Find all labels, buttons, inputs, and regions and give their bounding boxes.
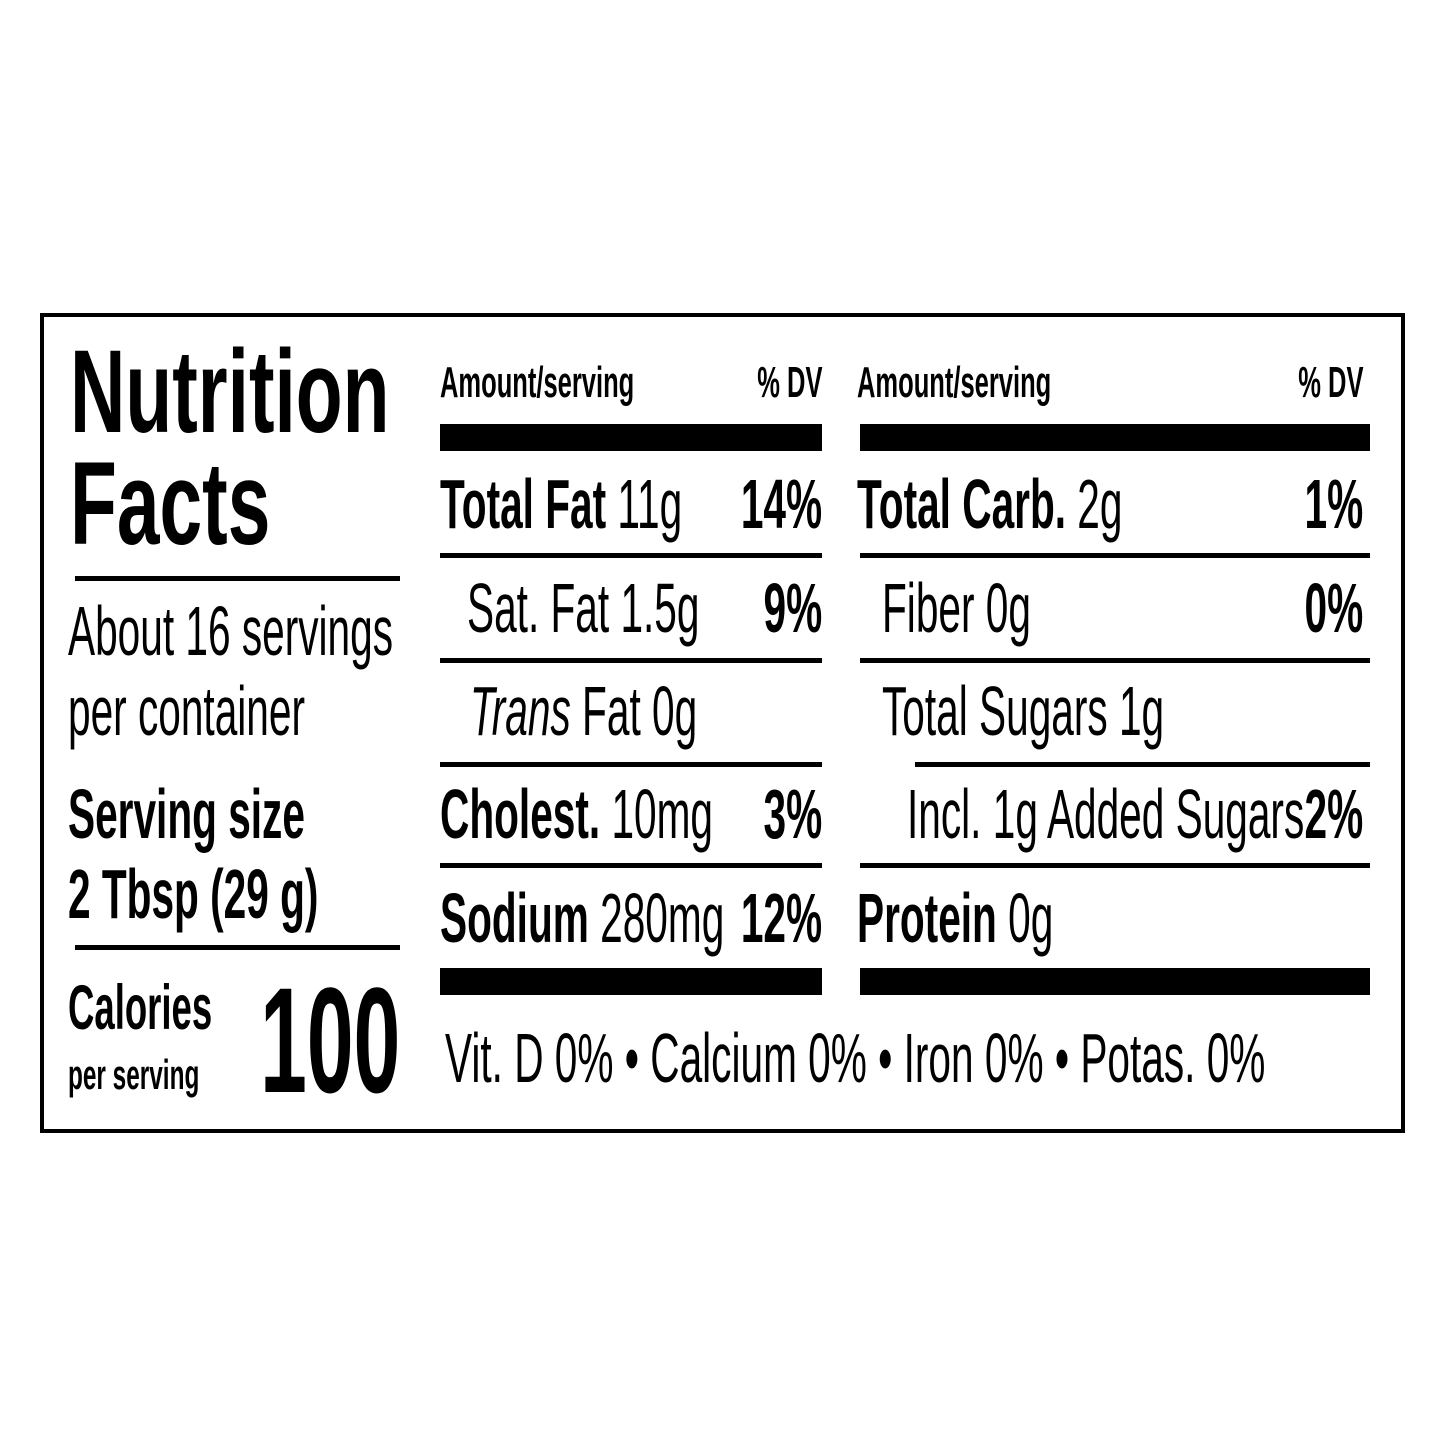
thick-bar (860, 968, 1370, 995)
dv-sat-fat: 9% (763, 569, 822, 647)
thick-bar (440, 968, 822, 995)
vitamins-minerals: Vit. D 0% • Calcium 0% • Iron 0% • Potas… (445, 1019, 1266, 1097)
row-total-carb: Total Carb. 2g (857, 465, 1123, 543)
servings-per-container: About 16 servings (68, 592, 393, 670)
row-sodium: Sodium 280mg (440, 879, 725, 957)
servings-per-container-2: per container (68, 672, 305, 750)
divider (75, 945, 400, 950)
divider (440, 658, 822, 663)
thick-bar (440, 424, 822, 451)
divider (860, 863, 1370, 868)
divider (860, 553, 1370, 558)
divider (75, 576, 400, 581)
dv-sodium: 12% (740, 879, 822, 957)
divider (440, 863, 822, 868)
row-fiber: Fiber 0g (882, 569, 1031, 647)
col2-header-dv: % DV (1297, 358, 1363, 407)
col1-header-amount: Amount/serving (440, 358, 635, 407)
title-line1: Nutrition (70, 326, 390, 458)
divider (440, 553, 822, 558)
row-trans-fat: Trans Fat 0g (470, 672, 698, 750)
dv-total-carb: 1% (1304, 465, 1363, 543)
calories-sublabel: per serving (68, 1051, 200, 1098)
thick-bar (860, 424, 1370, 451)
calories-label: Calories (68, 973, 213, 1043)
dv-fiber: 0% (1304, 569, 1363, 647)
dv-cholesterol: 3% (763, 775, 822, 853)
row-cholesterol: Cholest. 10mg (440, 775, 714, 853)
title-line2: Facts (70, 438, 271, 570)
col2-header-amount: Amount/serving (857, 358, 1052, 407)
row-total-sugars: Total Sugars 1g (882, 672, 1165, 750)
col1-header-dv: % DV (756, 358, 822, 407)
serving-size-value: 2 Tbsp (29 g) (68, 855, 319, 933)
row-added-sugars: Incl. 1g Added Sugars (907, 775, 1305, 853)
divider (860, 658, 1370, 663)
row-total-fat: Total Fat 11g (440, 465, 683, 543)
row-protein: Protein 0g (857, 879, 1054, 957)
calories-value: 100 (259, 956, 400, 1124)
divider (440, 762, 822, 767)
row-sat-fat: Sat. Fat 1.5g (467, 569, 700, 647)
dv-added-sugars: 2% (1304, 775, 1363, 853)
nutrition-facts-panel (40, 313, 1405, 1133)
divider (915, 762, 1370, 767)
serving-size-label: Serving size (68, 775, 305, 853)
dv-total-fat: 14% (740, 465, 822, 543)
